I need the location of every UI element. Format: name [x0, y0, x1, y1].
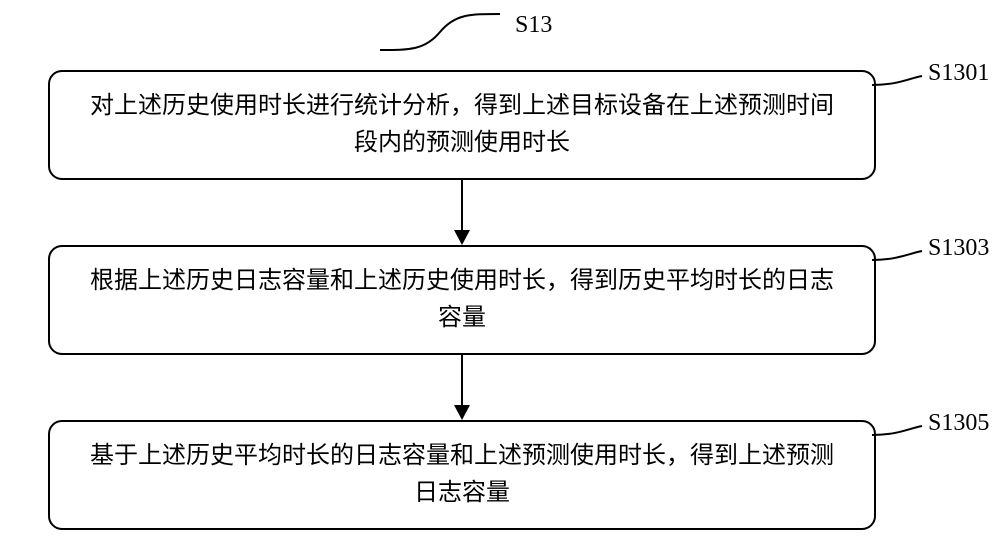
- top-curve-icon: [380, 12, 508, 56]
- flow-box-3: 基于上述历史平均时长的日志容量和上述预测使用时长，得到上述预测日志容量: [48, 420, 876, 530]
- side-label-1: S1301: [872, 73, 989, 91]
- flow-box-2-text: 根据上述历史日志容量和上述历史使用时长，得到历史平均时长的日志容量: [80, 263, 844, 337]
- side-curve-3-path: [872, 426, 922, 435]
- side-label-2: S1303: [872, 248, 989, 266]
- arrow-1-icon: [450, 180, 474, 246]
- top-curve-path: [380, 14, 500, 50]
- side-curve-1-icon: [872, 73, 926, 91]
- side-label-2-text: S1303: [928, 235, 989, 262]
- arrow-2-icon: [450, 355, 474, 421]
- flow-box-1-text: 对上述历史使用时长进行统计分析，得到上述目标设备在上述预测时间段内的预测使用时长: [80, 88, 844, 162]
- top-step-text: S13: [515, 12, 552, 39]
- flow-box-3-text: 基于上述历史平均时长的日志容量和上述预测使用时长，得到上述预测日志容量: [80, 438, 844, 512]
- side-curve-1-path: [872, 76, 922, 85]
- flow-box-1: 对上述历史使用时长进行统计分析，得到上述目标设备在上述预测时间段内的预测使用时长: [48, 70, 876, 180]
- top-step-label: S13: [380, 12, 508, 56]
- side-curve-2-icon: [872, 248, 926, 266]
- side-label-3: S1305: [872, 423, 989, 441]
- arrow-2-head: [454, 405, 470, 420]
- flow-box-2: 根据上述历史日志容量和上述历史使用时长，得到历史平均时长的日志容量: [48, 245, 876, 355]
- side-label-1-text: S1301: [928, 60, 989, 87]
- arrow-1-head: [454, 230, 470, 245]
- side-label-3-text: S1305: [928, 410, 989, 437]
- side-curve-3-icon: [872, 423, 926, 441]
- side-curve-2-path: [872, 251, 922, 260]
